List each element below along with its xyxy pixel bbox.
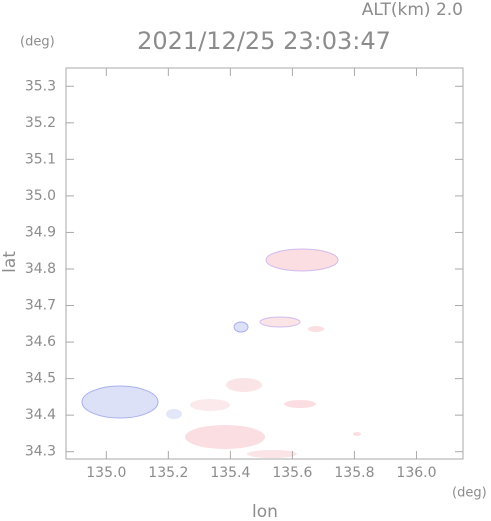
x-tick-label: 135.4 xyxy=(210,465,250,481)
x-tick-label: 135.6 xyxy=(272,465,312,481)
y-tick-label: 34.7 xyxy=(25,298,56,314)
y-tick-label: 34.6 xyxy=(25,334,56,350)
y-tick-label: 34.5 xyxy=(25,371,56,387)
echo-blue xyxy=(81,385,159,419)
plot-frame xyxy=(65,67,464,460)
y-tick-label: 34.4 xyxy=(25,407,56,423)
echo-pink xyxy=(226,378,262,392)
x-tick-label: 136.0 xyxy=(396,465,436,481)
echo-blue xyxy=(233,321,249,333)
y-tick-label: 34.9 xyxy=(25,224,56,240)
echo-blue xyxy=(166,409,182,419)
x-tick-label: 135.0 xyxy=(86,465,126,481)
x-axis-label: lon xyxy=(252,502,278,521)
echo-pink xyxy=(265,248,339,272)
echo-pink xyxy=(353,432,361,436)
y-tick-label: 35.1 xyxy=(25,151,56,167)
x-tick-label: 135.2 xyxy=(148,465,188,481)
echo-pink xyxy=(185,425,265,449)
y-tick-label: 34.8 xyxy=(25,261,56,277)
x-unit: (deg) xyxy=(452,486,487,501)
echo-pink xyxy=(308,326,324,332)
y-unit: (deg) xyxy=(20,35,55,50)
radar-echoes xyxy=(81,248,361,458)
y-tick-label: 35.0 xyxy=(25,188,56,204)
echo-pink xyxy=(247,450,297,458)
echo-pink xyxy=(190,399,230,411)
y-tick-label: 35.2 xyxy=(25,115,56,131)
echo-pink xyxy=(284,400,316,408)
echo-pink xyxy=(259,316,301,328)
chart-title: 2021/12/25 23:03:47 xyxy=(137,27,391,55)
y-axis-label: lat xyxy=(0,251,20,273)
x-tick-label: 135.8 xyxy=(334,465,374,481)
chart-subtitle: ALT(km) 2.0 xyxy=(362,0,463,20)
y-tick-label: 34.3 xyxy=(25,444,56,460)
y-tick-label: 35.3 xyxy=(25,78,56,94)
